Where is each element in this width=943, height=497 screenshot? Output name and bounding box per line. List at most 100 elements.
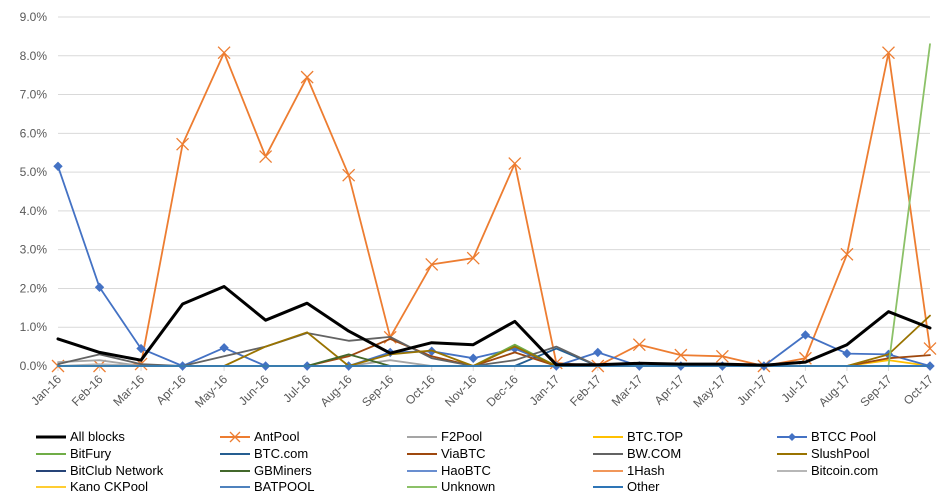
series-all-blocks — [56, 285, 932, 367]
x-tick-label: Mar-16 — [110, 372, 147, 409]
x-tick-label: Jul-16 — [280, 372, 313, 405]
legend-item: All blocks — [36, 429, 125, 444]
data-point — [53, 161, 63, 172]
legend-item: Bitcoin.com — [777, 463, 878, 478]
y-tick-label: 1.0% — [20, 320, 48, 334]
gridlines — [58, 16, 930, 367]
data-point — [593, 347, 603, 358]
legend-item: F2Pool — [407, 429, 482, 444]
x-axis: Jan-16 Feb-16 Mar-16 Apr-16 May-16 Jun-16 Jul-… — [28, 365, 937, 410]
y-tick-label: 8.0% — [20, 49, 48, 63]
legend-label: BTCC Pool — [811, 429, 876, 444]
y-tick-label: 7.0% — [20, 88, 48, 102]
legend: All blocks AntPool F2Pool BTC.TOP BTCC Pool B… — [36, 429, 878, 494]
data-point — [300, 70, 314, 84]
series-antpool — [51, 46, 937, 373]
data-point — [219, 343, 229, 353]
y-axis: 0.0% 1.0% 2.0% 3.0% 4.0% 5.0% 6.0% 7.0% 8.0% 9.0% — [20, 10, 48, 373]
y-tick-label: 0.0% — [20, 359, 48, 373]
data-point — [259, 150, 273, 164]
legend-item: ViaBTC — [407, 446, 486, 461]
x-tick-label: Sep-16 — [359, 372, 396, 409]
plot-area — [51, 43, 937, 373]
x-tick-label: Dec-16 — [484, 372, 521, 409]
x-tick-label: Sep-17 — [857, 372, 894, 409]
legend-label: GBMiners — [254, 463, 312, 478]
series-line — [57, 165, 931, 367]
x-tick-label: May-16 — [192, 372, 230, 410]
data-point — [468, 353, 478, 363]
y-tick-label: 3.0% — [20, 243, 48, 257]
legend-item: BTC.TOP — [593, 429, 683, 444]
legend-label: Kano CKPool — [70, 479, 148, 494]
x-tick-label: Jun-16 — [236, 372, 272, 408]
legend-label: Unknown — [441, 479, 495, 494]
legend-marker — [229, 431, 241, 443]
legend-label: BitClub Network — [70, 463, 164, 478]
legend-label: BitFury — [70, 446, 112, 461]
data-point — [842, 348, 852, 359]
legend-item: SlushPool — [777, 446, 870, 461]
legend-item: AntPool — [220, 429, 300, 444]
data-point — [840, 247, 854, 261]
y-tick-label: 4.0% — [20, 204, 48, 218]
data-point — [94, 282, 105, 292]
legend-label: BTC.TOP — [627, 429, 683, 444]
y-tick-label: 5.0% — [20, 165, 48, 179]
data-point — [632, 338, 646, 352]
data-point — [508, 157, 522, 171]
legend-label: BW.COM — [627, 446, 681, 461]
data-point — [923, 342, 937, 356]
legend-label: All blocks — [70, 429, 125, 444]
series-line — [57, 332, 931, 367]
legend-item: 1Hash — [593, 463, 665, 478]
y-tick-label: 9.0% — [20, 10, 48, 24]
x-tick-label: May-17 — [690, 372, 728, 410]
legend-item: BitFury — [36, 446, 112, 461]
x-tick-label: Feb-17 — [567, 372, 604, 409]
legend-item: Other — [593, 479, 660, 494]
legend-label: BATPOOL — [254, 479, 314, 494]
data-point — [217, 46, 231, 60]
x-tick-label: Oct-16 — [402, 372, 438, 408]
legend-label: HaoBTC — [441, 463, 491, 478]
legend-label: 1Hash — [627, 463, 665, 478]
data-point — [425, 257, 439, 271]
x-tick-label: Aug-17 — [816, 372, 853, 409]
data-point — [715, 349, 729, 363]
legend-item: Unknown — [407, 479, 495, 494]
x-tick-label: Oct-17 — [901, 372, 937, 408]
legend-label: F2Pool — [441, 429, 482, 444]
x-tick-label: Apr-17 — [652, 372, 688, 408]
data-point — [466, 251, 480, 265]
series-line — [56, 285, 932, 367]
y-tick-label: 6.0% — [20, 126, 48, 140]
legend-label: Other — [627, 479, 660, 494]
series-line — [57, 43, 931, 367]
legend-item: HaoBTC — [407, 463, 491, 478]
x-tick-label: Jan-16 — [28, 372, 64, 408]
x-tick-label: Jul-17 — [779, 372, 812, 405]
data-point — [342, 168, 356, 182]
legend-item: Kano CKPool — [36, 479, 148, 494]
x-tick-label: Jun-17 — [734, 372, 770, 408]
data-point — [800, 330, 811, 340]
x-tick-label: Apr-16 — [153, 372, 189, 408]
data-point — [882, 46, 895, 60]
legend-label: AntPool — [254, 429, 300, 444]
data-point — [176, 137, 190, 151]
series-btcc-pool — [53, 161, 935, 371]
legend-item: BTCC Pool — [777, 429, 876, 444]
legend-item: BW.COM — [593, 446, 681, 461]
series-bw-com — [57, 332, 931, 367]
y-tick-label: 2.0% — [20, 281, 48, 295]
legend-label: ViaBTC — [441, 446, 486, 461]
data-point — [136, 343, 146, 354]
x-tick-label: Jan-17 — [527, 372, 563, 408]
legend-label: BTC.com — [254, 446, 308, 461]
legend-label: Bitcoin.com — [811, 463, 878, 478]
data-point — [674, 348, 688, 362]
x-tick-label: Mar-17 — [609, 372, 646, 409]
series-unknown — [57, 43, 931, 367]
